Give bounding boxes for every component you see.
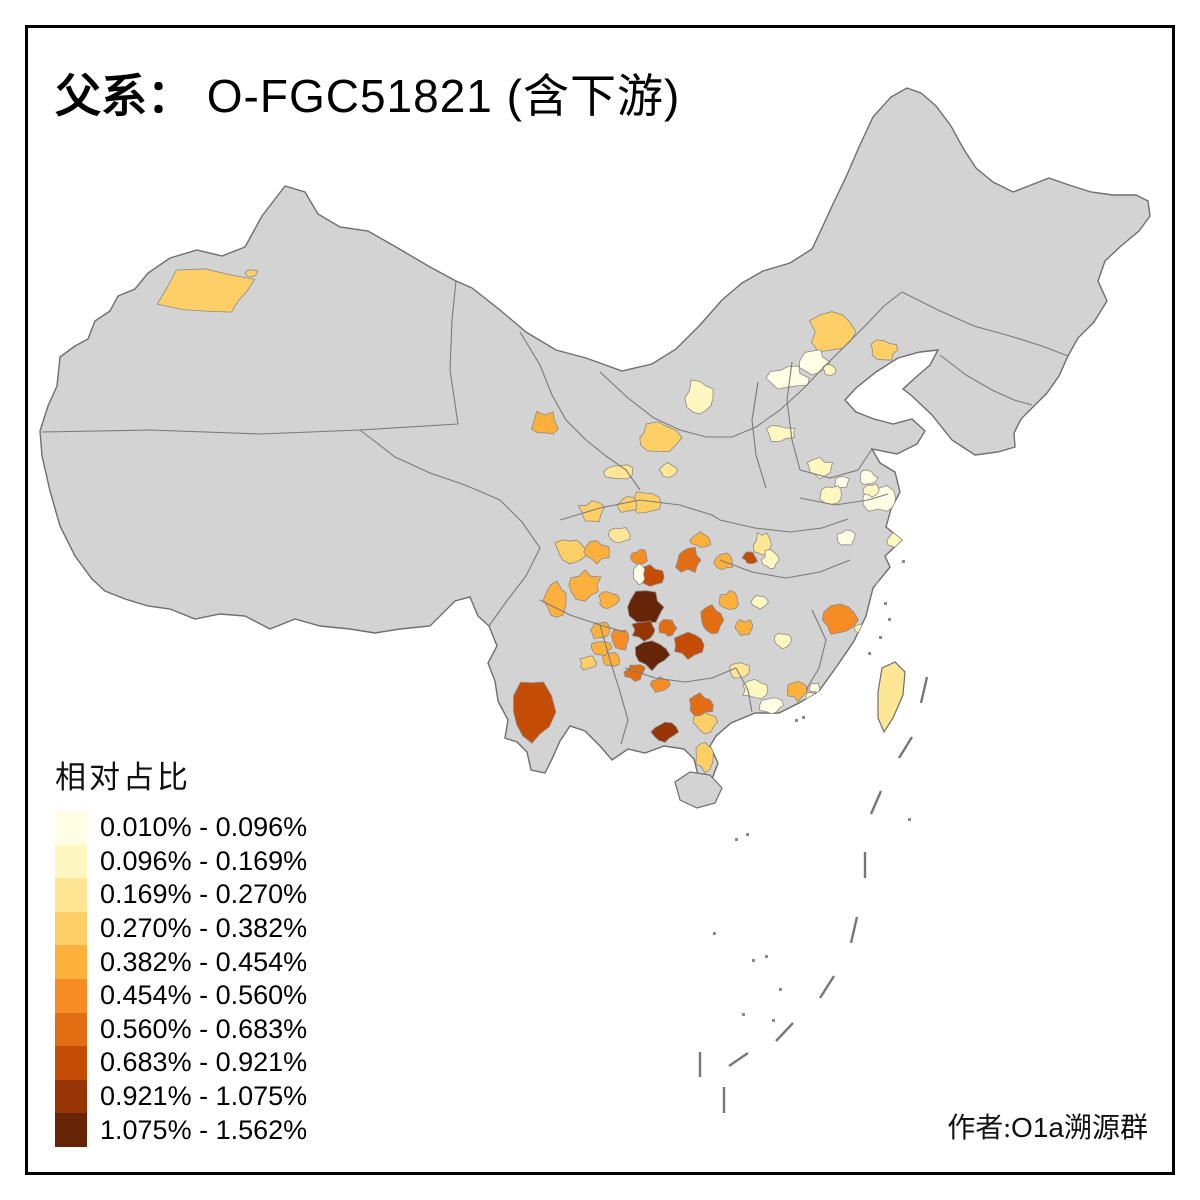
legend-swatch-3: [55, 878, 87, 912]
legend-row: 0.560% - 0.683%: [55, 1012, 308, 1047]
prefecture-region: [695, 741, 714, 774]
legend-swatch-4: [55, 911, 87, 946]
prefecture-region: [607, 527, 631, 544]
prefecture-region: [675, 547, 702, 573]
page-title: 父系： O-FGC51821 (含下游): [55, 60, 680, 126]
prefecture-region: [542, 580, 567, 618]
prefecture-region: [603, 464, 634, 480]
prefecture-region: [760, 548, 780, 570]
prefecture-region: [627, 590, 665, 623]
prefecture-region: [859, 469, 879, 485]
prefecture-region: [719, 589, 739, 611]
nine-dash-line: [698, 676, 929, 1113]
legend-row: 0.382% - 0.454%: [55, 945, 307, 979]
prefecture-region: [530, 411, 559, 435]
prefecture-region: [568, 569, 602, 602]
legend-row: 0.921% - 1.075%: [55, 1079, 308, 1114]
legend-row: 0.454% - 0.560%: [55, 978, 308, 1013]
legend-row: 1.075% - 1.562%: [55, 1113, 307, 1147]
prefecture-region: [598, 591, 621, 610]
prefecture-region: [836, 529, 856, 546]
prefecture-region: [750, 595, 769, 610]
author-credit: 作者:O1a溯源群: [947, 1112, 1148, 1144]
legend: 相对占比 0.010% - 0.096% 0.096% - 0.169% 0.169…: [55, 752, 307, 1147]
legend-label: 0.454% - 0.560%: [100, 980, 308, 1011]
prefecture-region: [658, 462, 679, 479]
prefecture-region: [579, 655, 598, 671]
prefecture-region: [692, 712, 719, 735]
prefecture-region: [610, 629, 630, 651]
prefecture-region: [803, 691, 822, 710]
legend-row: 0.270% - 0.382%: [55, 911, 308, 946]
legend-label: 0.096% - 0.169%: [100, 845, 308, 876]
legend-label: 0.382% - 0.454%: [100, 946, 308, 977]
legend-rows: 0.010% - 0.096% 0.096% - 0.169% 0.169% - 0…: [55, 811, 307, 1147]
prefecture-region: [821, 603, 859, 635]
legend-label: 0.010% - 0.096%: [100, 812, 308, 843]
prefecture-region: [765, 424, 796, 443]
prefecture-region: [759, 697, 784, 715]
prefecture-region: [862, 483, 880, 498]
legend-swatch-2: [55, 844, 87, 879]
title-prefix: 父系：: [55, 71, 193, 122]
mainland-china-shape: [39, 87, 1151, 780]
prefecture-region: [244, 269, 259, 278]
prefecture-region: [513, 681, 557, 744]
taiwan-island-shape: [877, 661, 906, 734]
small-islands: [713, 560, 911, 1022]
prefecture-region: [629, 549, 648, 565]
legend-row: 0.683% - 0.921%: [55, 1046, 307, 1080]
prefecture-region: [631, 620, 656, 642]
legend-label: 0.270% - 0.382%: [100, 913, 308, 944]
prefecture-region: [700, 604, 725, 635]
legend-label: 1.075% - 1.562%: [100, 1114, 308, 1145]
legend-swatch-1: [55, 811, 87, 845]
prefecture-region: [688, 692, 714, 717]
prefecture-region: [819, 485, 842, 505]
prefecture-region: [848, 651, 865, 664]
province-borders: [41, 280, 1069, 745]
legend-swatch-6: [55, 978, 87, 1013]
prefecture-region: [786, 680, 809, 703]
prefecture-region: [689, 530, 711, 548]
prefecture-region: [634, 640, 671, 672]
legend-row: 0.010% - 0.096%: [55, 811, 307, 845]
prefecture-region: [773, 633, 793, 650]
legend-label: 0.921% - 1.075%: [100, 1081, 308, 1112]
legend-label: 0.169% - 0.270%: [100, 879, 308, 910]
legend-swatch-7: [55, 1012, 87, 1047]
legend-label: 0.560% - 0.683%: [100, 1013, 308, 1044]
legend-title: 相对占比: [55, 760, 191, 795]
legend-row: 0.169% - 0.270%: [55, 878, 307, 912]
prefecture-region: [658, 619, 678, 637]
prefecture-region: [765, 365, 810, 390]
prefecture-region: [639, 421, 683, 453]
legend-swatch-8: [55, 1046, 87, 1080]
prefecture-region: [870, 339, 899, 361]
title-main: O-FGC51821 (含下游): [193, 70, 681, 122]
legend-row: 0.096% - 0.169%: [55, 844, 308, 879]
choropleth-regions: [156, 268, 907, 774]
prefecture-region: [822, 364, 837, 377]
legend-swatch-10: [55, 1113, 87, 1147]
hainan-island-shape: [674, 771, 723, 809]
prefecture-region: [583, 540, 611, 565]
legend-swatch-9: [55, 1079, 87, 1114]
prefecture-region: [554, 539, 587, 565]
prefecture-region: [684, 379, 714, 415]
prefecture-region: [577, 500, 605, 523]
prefecture-region: [734, 619, 753, 636]
prefecture-region: [741, 551, 758, 565]
prefecture-region: [602, 652, 621, 667]
legend-swatch-5: [55, 945, 87, 979]
legend-label: 0.683% - 0.921%: [100, 1047, 308, 1078]
prefecture-region: [650, 721, 680, 743]
prefecture-region: [633, 563, 646, 586]
prefecture-region: [156, 268, 256, 313]
prefecture-region: [673, 631, 705, 660]
